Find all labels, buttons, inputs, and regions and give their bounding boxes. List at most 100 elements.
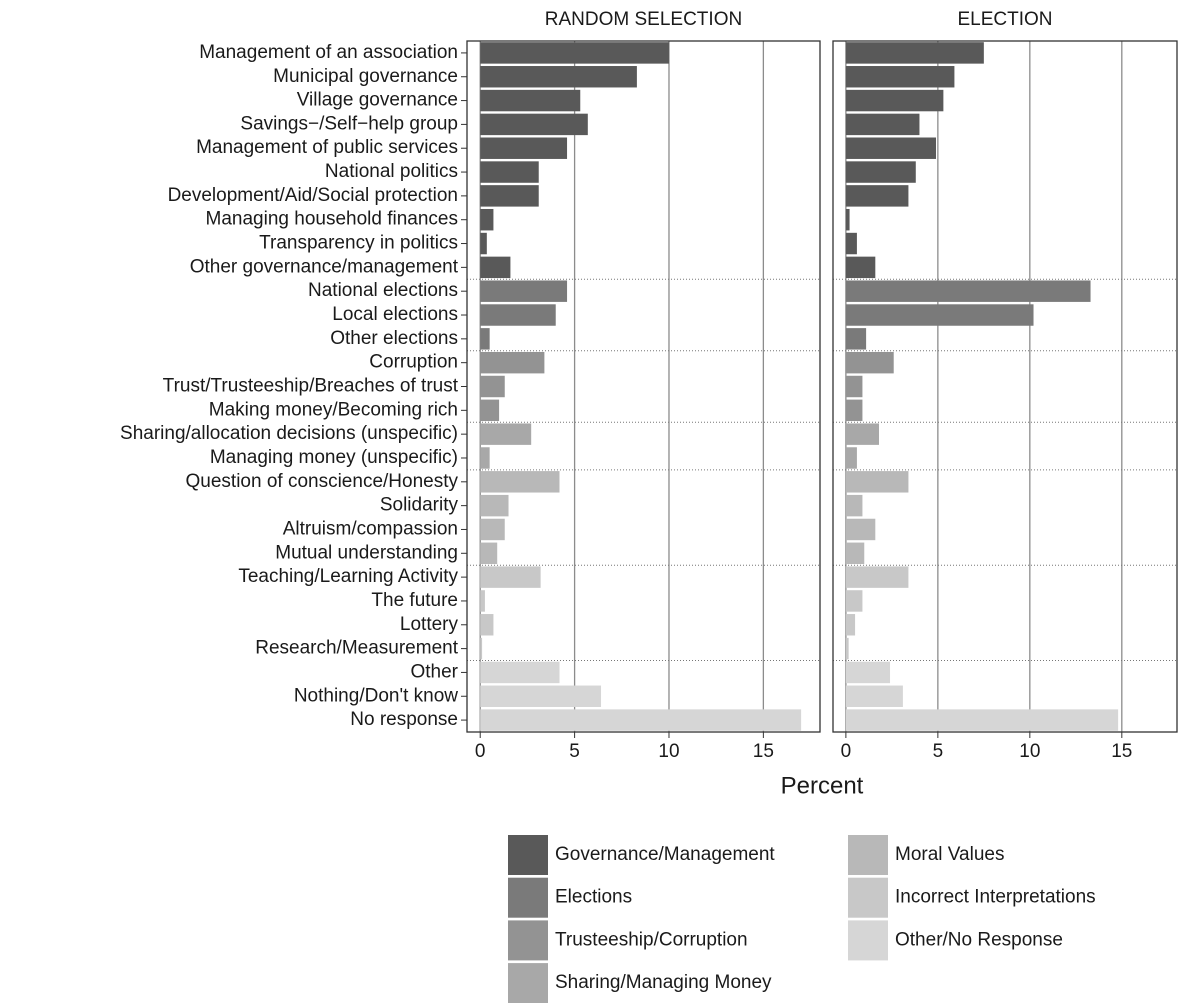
bar: [480, 280, 568, 302]
x-tick-label: 15: [1111, 741, 1132, 762]
bar: [845, 232, 857, 255]
bar: [480, 614, 494, 636]
bar: [480, 161, 539, 183]
bar: [845, 113, 920, 136]
y-tick-label: Corruption: [369, 352, 458, 373]
legend-label: Governance/Management: [555, 844, 775, 865]
bar: [845, 661, 891, 684]
legend-label: Incorrect Interpretations: [895, 887, 1096, 908]
bar: [480, 328, 490, 350]
bar: [480, 375, 505, 398]
x-tick-label: 5: [569, 741, 580, 762]
bar: [845, 328, 867, 350]
y-tick-label: Transparency in politics: [259, 233, 458, 254]
legend-key: [848, 835, 888, 875]
bar: [480, 685, 602, 707]
bar: [480, 471, 560, 493]
bar: [845, 351, 894, 374]
panel-border: [832, 40, 1178, 733]
panel-title: RANDOM SELECTION: [545, 9, 742, 30]
bar: [480, 494, 509, 517]
y-tick-label: Sharing/allocation decisions (unspecific…: [120, 423, 458, 444]
y-tick-label: Management of an association: [199, 42, 458, 63]
bar: [845, 161, 916, 183]
x-tick-label: 0: [475, 741, 486, 762]
y-tick-label: Research/Measurement: [255, 638, 458, 659]
y-tick-label: Other governance/management: [190, 256, 459, 277]
bar: [480, 304, 556, 326]
x-axis-label: Percent: [781, 772, 864, 799]
x-tick-label: 5: [933, 741, 944, 762]
y-tick-label: Teaching/Learning Activity: [238, 566, 458, 587]
legend-label: Other/No Response: [895, 929, 1063, 950]
bar: [480, 399, 500, 422]
bar: [845, 423, 879, 445]
bar: [845, 709, 1119, 731]
bar: [480, 566, 541, 588]
bar: [845, 471, 909, 493]
legend-key: [508, 835, 548, 875]
bar: [845, 590, 863, 612]
bar: [845, 399, 863, 422]
y-tick-label: Managing household finances: [206, 209, 458, 230]
x-tick-label: 0: [841, 741, 852, 762]
bar: [845, 185, 909, 207]
legend-label: Moral Values: [895, 844, 1004, 865]
bar: [480, 590, 485, 612]
bar: [845, 208, 850, 231]
bar: [480, 89, 581, 112]
bar: [480, 637, 483, 660]
y-tick-label: Lottery: [400, 614, 459, 635]
bar: [480, 661, 560, 684]
bar: [480, 113, 588, 136]
y-tick-label: Making money/Becoming rich: [209, 399, 458, 420]
y-tick-label: No response: [350, 709, 458, 730]
y-tick-label: National politics: [325, 161, 458, 182]
y-tick-label: Mutual understanding: [275, 542, 458, 563]
x-tick-label: 10: [1019, 741, 1040, 762]
bar: [845, 375, 863, 398]
legend-label: Sharing/Managing Money: [555, 972, 772, 993]
bar: [845, 566, 909, 588]
y-tick-label: Nothing/Don't know: [294, 685, 458, 706]
bar: [480, 208, 494, 231]
bar: [845, 256, 876, 279]
y-tick-label: Solidarity: [380, 495, 459, 516]
y-tick-label: Development/Aid/Social protection: [168, 185, 458, 206]
y-tick-label: Savings−/Self−help group: [240, 113, 458, 134]
bar: [845, 304, 1034, 326]
legend-key: [508, 920, 548, 961]
x-tick-label: 10: [658, 741, 679, 762]
bar: [845, 89, 944, 112]
bar: [480, 447, 490, 469]
bar: [480, 42, 669, 64]
bar: [845, 518, 876, 541]
legend-key: [508, 877, 548, 918]
y-tick-label: Other elections: [330, 328, 458, 349]
bar: [845, 447, 857, 469]
y-tick-label: Municipal governance: [273, 66, 458, 87]
legend-label: Elections: [555, 887, 632, 908]
panel-title: ELECTION: [957, 9, 1052, 30]
bar: [845, 66, 955, 88]
y-tick-label: The future: [371, 590, 458, 611]
bar: [845, 614, 856, 636]
bar: [480, 423, 532, 445]
y-tick-label: Trust/Trusteeship/Breaches of trust: [163, 376, 459, 397]
y-tick-label: Altruism/compassion: [283, 518, 458, 539]
y-tick-label: Other: [410, 661, 458, 682]
y-tick-label: Management of public services: [196, 137, 458, 158]
y-tick-label: Local elections: [332, 304, 458, 325]
legend-key: [508, 963, 548, 1003]
x-tick-label: 15: [753, 741, 774, 762]
bar: [480, 256, 511, 279]
bar: [480, 518, 505, 541]
y-tick-label: National elections: [308, 280, 458, 301]
bar: [845, 42, 984, 64]
bar: [845, 137, 937, 159]
bar: [845, 542, 865, 565]
bar: [480, 66, 637, 88]
y-tick-label: Village governance: [297, 90, 458, 111]
bar: [480, 709, 802, 731]
